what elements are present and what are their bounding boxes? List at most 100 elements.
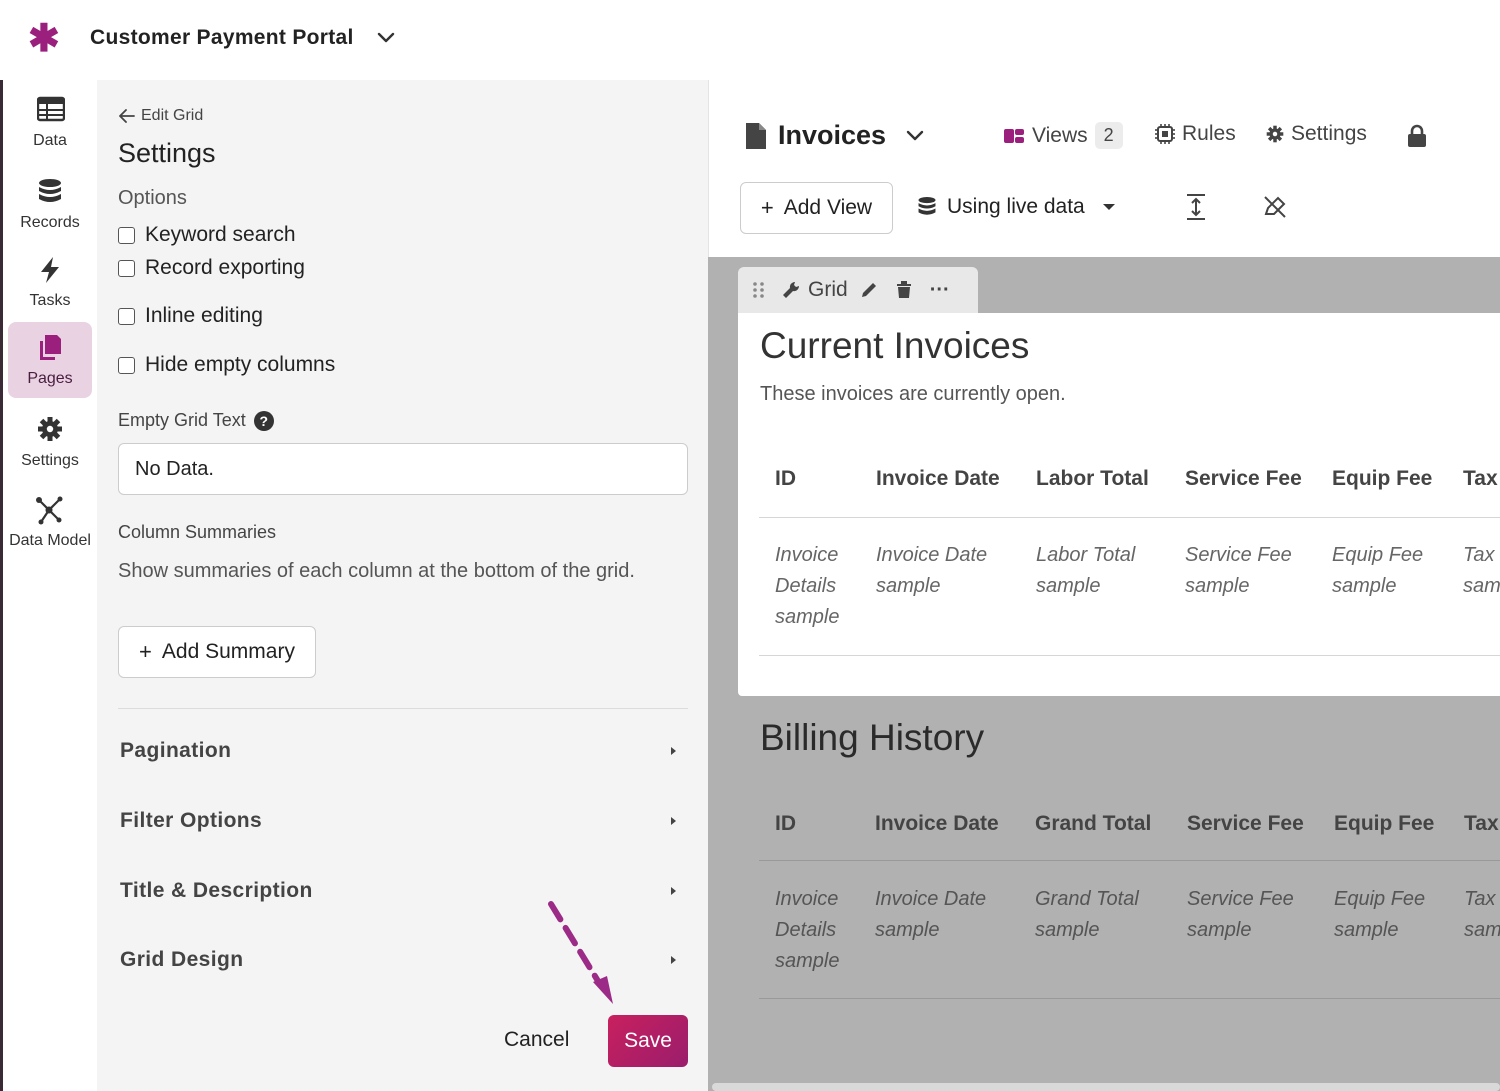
drag-handle-icon[interactable] [752,281,766,299]
nav-item-records[interactable]: Records [8,166,92,242]
live-data-dropdown[interactable]: Using live data [917,195,1115,219]
views-button[interactable]: Views 2 [1003,122,1123,149]
cell-line: sample [1334,919,1399,941]
help-icon[interactable]: ? [253,410,274,431]
left-nav: Data Records Tasks Pages [3,80,97,1091]
cell-line: Invoice Date [876,544,988,566]
hide-empty-columns-checkbox[interactable] [118,356,135,374]
save-button[interactable]: Save [608,1015,688,1067]
lightning-icon [41,257,59,283]
settings-label: Settings [1291,122,1367,145]
edit-off-icon[interactable] [1262,194,1288,220]
nav-item-data-model[interactable]: Data Model [3,484,97,560]
more-icon[interactable]: ··· [929,278,950,301]
live-data-label: Using live data [947,195,1085,218]
views-count-badge: 2 [1094,122,1123,149]
edit-grid-back-link[interactable]: Edit Grid [119,107,203,125]
column-summaries-label: Column Summaries [118,522,277,542]
column-header[interactable]: Labor Total [1036,467,1149,490]
table-divider [759,655,1500,656]
billing-history-title: Billing History [760,717,985,758]
horizontal-scrollbar[interactable] [712,1083,1500,1091]
cell-line: sam [1464,919,1500,941]
accordion-label: Grid Design [120,948,244,971]
column-header[interactable]: Service Fee [1187,812,1304,835]
caret-down-icon [1102,204,1115,210]
header-settings-button[interactable]: Settings [1266,122,1367,146]
option-keyword-search[interactable]: Keyword search [118,223,296,247]
table-cell: Service Fee sample [1187,884,1294,946]
cell-line: sample [875,919,940,941]
table-divider [759,998,1500,999]
nav-label-tasks: Tasks [29,292,71,309]
lock-icon[interactable] [1407,124,1427,148]
add-summary-button[interactable]: + Add Summary [118,626,316,678]
column-header[interactable]: ID [775,467,796,490]
grid-label: Grid [808,278,848,301]
trash-icon[interactable] [896,281,912,299]
option-record-exporting[interactable]: Record exporting [118,256,305,280]
table-cell: Labor Total sample [1036,540,1135,602]
accordion-pagination[interactable]: Pagination [120,731,682,771]
cell-line: Labor Total [1036,544,1136,566]
chevron-down-icon[interactable] [376,28,396,48]
option-label: Keyword search [145,223,296,246]
keyword-search-checkbox[interactable] [118,226,135,244]
current-invoices-title: Current Invoices [760,325,1030,366]
option-hide-empty-columns[interactable]: Hide empty columns [118,353,335,377]
table-cell: Grand Total sample [1035,884,1139,946]
row-height-icon[interactable] [1185,193,1207,221]
empty-grid-text-input[interactable] [118,443,688,495]
rules-label: Rules [1182,122,1236,145]
column-header[interactable]: Service Fee [1185,467,1302,490]
table-cell: Equip Fee sample [1334,884,1425,946]
cell-line: Details [775,575,837,597]
page-title[interactable]: Invoices [778,120,887,150]
nav-item-data[interactable]: Data [8,84,92,160]
cell-line: sample [1035,919,1100,941]
record-exporting-checkbox[interactable] [118,259,135,277]
table-cell: Invoice Details sample [775,540,839,633]
cell-line: Service Fee [1187,888,1294,910]
accordion-title-description[interactable]: Title & Description [120,871,682,911]
rules-button[interactable]: Rules [1155,122,1236,146]
cell-line: Invoice [775,544,839,566]
table-cell: Tax sam [1464,884,1500,946]
cell-line: Tax [1464,888,1496,910]
cell-line: sample [1036,575,1101,597]
pencil-icon[interactable] [860,281,878,299]
column-header[interactable]: Invoice Date [876,467,1000,490]
add-view-label: Add View [783,196,873,219]
app-title[interactable]: Customer Payment Portal [90,26,354,49]
cell-line: sam [1463,575,1500,597]
accordion-filter-options[interactable]: Filter Options [120,801,682,841]
column-header[interactable]: Tax [1464,812,1499,835]
table-cell: Tax sam [1463,540,1500,602]
asterisk-logo-icon: ✱ [28,18,60,60]
column-header[interactable]: ID [775,812,796,835]
document-icon [746,123,766,149]
table-cell: Service Fee sample [1185,540,1292,602]
column-header[interactable]: Invoice Date [875,812,999,835]
cancel-button[interactable]: Cancel [504,1028,570,1051]
nav-item-pages[interactable]: Pages [8,322,92,398]
column-header[interactable]: Tax [1463,467,1498,490]
column-header[interactable]: Equip Fee [1334,812,1435,835]
page-canvas: Grid ··· Current Invoices These invoices… [708,257,1500,1091]
annotation-arrow-icon [548,901,613,1004]
column-header[interactable]: Equip Fee [1332,467,1433,490]
add-view-button[interactable]: + Add View [740,182,893,234]
caret-right-icon [671,887,676,895]
wrench-icon [783,281,800,298]
canvas-header: Invoices Views 2 Rules [708,80,1500,257]
grid-toolbar: Grid ··· [738,267,978,313]
option-inline-editing[interactable]: Inline editing [118,304,263,328]
caret-right-icon [671,956,676,964]
window-edge [0,0,3,1091]
inline-editing-checkbox[interactable] [118,307,135,325]
nav-item-settings[interactable]: Settings [8,404,92,480]
accordion-grid-design[interactable]: Grid Design [120,940,682,980]
chevron-down-icon[interactable] [905,128,925,144]
nav-item-tasks[interactable]: Tasks [8,244,92,320]
column-header[interactable]: Grand Total [1035,812,1152,835]
